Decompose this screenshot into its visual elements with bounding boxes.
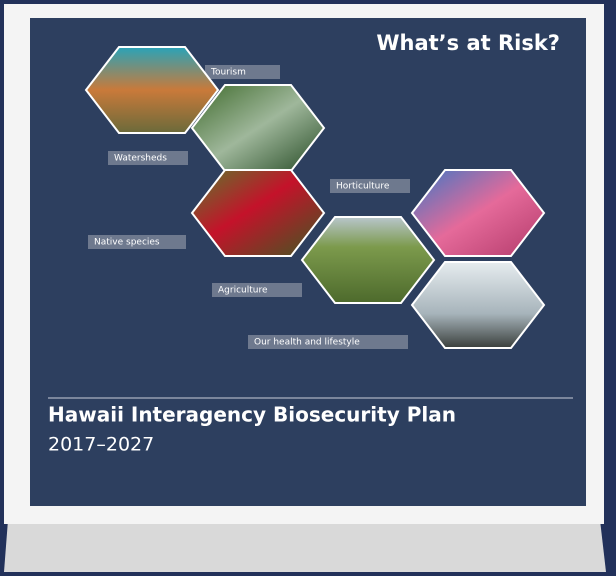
book-edge bbox=[4, 520, 606, 572]
hexagon-group: Tourism Watersheds Horticulture Native spec… bbox=[84, 46, 546, 349]
hexagon-photo bbox=[410, 169, 546, 257]
label-box bbox=[205, 65, 280, 79]
label-box bbox=[108, 151, 188, 165]
label-box bbox=[248, 335, 408, 349]
label-box bbox=[212, 283, 302, 297]
hexagon-photo bbox=[410, 261, 546, 349]
cover-heading: What’s at Risk? bbox=[376, 31, 560, 55]
hexagon-label: Agriculture bbox=[218, 286, 268, 296]
hexagon-photo bbox=[190, 169, 326, 257]
plan-years: 2017–2027 bbox=[48, 434, 154, 456]
hexagon-label: Watersheds bbox=[114, 154, 167, 164]
hexagon-label: Tourism bbox=[210, 68, 246, 78]
label-box bbox=[88, 235, 186, 249]
hexagon-label: Our health and lifestyle bbox=[254, 338, 360, 348]
label-box bbox=[330, 179, 410, 193]
hexagon-photo bbox=[84, 46, 220, 134]
hexagon-photo bbox=[300, 216, 436, 304]
plan-title: Hawaii Interagency Biosecurity Plan bbox=[48, 403, 456, 427]
hexagon-label: Horticulture bbox=[336, 182, 390, 192]
hexagon-label: Native species bbox=[94, 238, 160, 248]
